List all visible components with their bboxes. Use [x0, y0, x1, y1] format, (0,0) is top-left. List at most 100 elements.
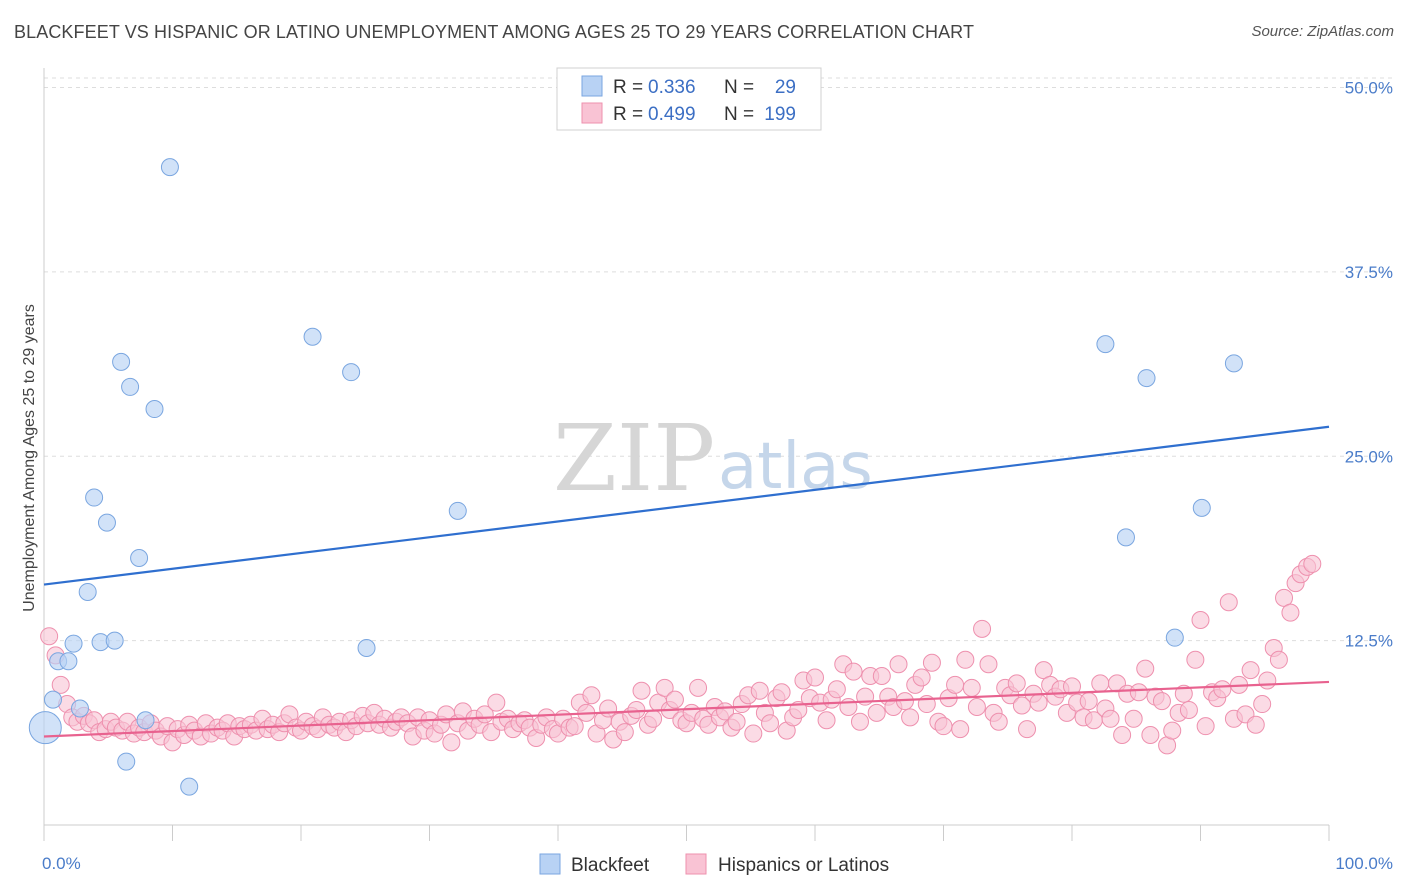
legend-r-label-1: R =: [613, 77, 643, 98]
blackfeet-point: [28, 711, 62, 745]
hispanic-point: [1191, 610, 1210, 629]
series-legend-label-blackfeet: Blackfeet: [571, 855, 650, 876]
blackfeet-points: [28, 158, 1243, 796]
hispanic-point: [912, 668, 931, 687]
blackfeet-point: [59, 652, 78, 671]
hispanic-point: [1163, 721, 1182, 740]
hispanic-point: [1018, 720, 1037, 739]
trend-lines: [43, 425, 1330, 738]
source-label: Source: ZipAtlas.com: [1251, 23, 1394, 40]
hispanic-point: [817, 711, 836, 730]
hispanic-point: [1136, 659, 1155, 678]
hispanic-point: [750, 681, 769, 700]
hispanic-point: [844, 662, 863, 681]
hispanic-point: [1101, 709, 1120, 728]
hispanic-point: [615, 723, 634, 742]
legend-r-label-2: R =: [613, 104, 643, 125]
blackfeet-point: [1224, 354, 1243, 373]
hispanic-point: [922, 653, 941, 672]
hispanic-point: [644, 709, 663, 728]
legend-swatch-blackfeet: [581, 75, 603, 97]
series-legend-label-hispanic: Hispanics or Latinos: [718, 855, 889, 876]
hispanic-point: [1186, 650, 1205, 669]
hispanic-point: [934, 717, 953, 736]
hispanic-point: [442, 733, 461, 752]
blackfeet-point: [130, 549, 149, 568]
hispanic-point: [1241, 661, 1260, 680]
legend-n-label-2: N =: [724, 104, 754, 125]
blackfeet-point: [121, 377, 140, 396]
hispanic-point: [487, 693, 506, 712]
hispanic-point: [51, 675, 70, 694]
blackfeet-point: [357, 639, 376, 657]
hispanic-point: [1213, 680, 1232, 699]
blackfeet-trend-line: [43, 425, 1330, 586]
hispanic-point: [1129, 683, 1148, 702]
hispanic-point: [1007, 674, 1026, 693]
blackfeet-point: [1192, 498, 1211, 517]
legend-n-value-2: 199: [764, 104, 796, 125]
blackfeet-point: [160, 158, 179, 177]
blackfeet-point: [1165, 628, 1184, 647]
blackfeet-point: [97, 513, 116, 532]
blackfeet-point: [1137, 369, 1156, 388]
hispanic-point: [40, 627, 59, 646]
legend-r-value-1: 0.336: [648, 77, 696, 98]
hispanic-point: [1091, 674, 1110, 693]
blackfeet-point: [303, 327, 322, 346]
blackfeet-point: [342, 363, 361, 382]
blackfeet-point: [70, 699, 89, 718]
legend-n-label-1: N =: [724, 77, 754, 98]
hispanic-point: [962, 678, 981, 697]
hispanic-point: [1258, 671, 1277, 690]
hispanic-point: [582, 686, 601, 705]
blackfeet-point: [105, 631, 124, 650]
y-axis-label: Unemployment Among Ages 25 to 29 years: [21, 304, 38, 612]
stats-legend: R = 0.336 N = 29 R = 0.499 N = 199: [556, 67, 822, 131]
hispanic-point: [1174, 684, 1193, 703]
chart-title: BLACKFEET VS HISPANIC OR LATINO UNEMPLOY…: [14, 22, 975, 42]
hispanic-point: [665, 690, 684, 709]
grid-lines: [44, 77, 1394, 642]
blackfeet-point: [112, 352, 131, 371]
y-tick-label-1: 25.0%: [1345, 447, 1393, 466]
hispanic-point: [956, 650, 975, 669]
series-legend-swatch-hispanic: [685, 853, 707, 875]
hispanic-point: [1141, 726, 1160, 745]
blackfeet-point: [1096, 335, 1115, 354]
axes: [43, 68, 1330, 841]
legend-r-value-2: 0.499: [648, 104, 696, 125]
hispanic-point: [727, 712, 746, 731]
hispanic-point: [806, 668, 824, 687]
x-tick-label-1: 100.0%: [1335, 854, 1393, 873]
blackfeet-point: [448, 501, 467, 520]
hispanic-point: [1113, 726, 1132, 745]
y-tick-label-0: 12.5%: [1345, 632, 1393, 651]
hispanic-point: [889, 655, 908, 674]
hispanic-point: [901, 708, 920, 727]
hispanic-point: [744, 724, 763, 743]
hispanic-point: [1063, 677, 1081, 696]
hispanic-point: [565, 717, 584, 736]
hispanic-point: [599, 699, 618, 718]
hispanic-point: [1179, 700, 1198, 719]
hispanic-point: [827, 680, 846, 699]
blackfeet-point: [64, 634, 83, 653]
blackfeet-point: [180, 777, 199, 796]
hispanic-point: [1152, 692, 1171, 711]
hispanic-point: [867, 703, 886, 722]
blackfeet-point: [43, 690, 62, 709]
hispanic-point: [1253, 695, 1272, 714]
hispanic-point: [946, 675, 965, 694]
blackfeet-point: [117, 752, 136, 771]
hispanic-point: [1303, 554, 1322, 573]
watermark-zip: ZIP: [553, 405, 715, 512]
hispanic-point: [1269, 650, 1288, 669]
hispanic-point: [967, 698, 986, 716]
hispanic-point: [973, 619, 992, 638]
hispanic-trend-line: [43, 680, 1330, 738]
x-tick-label-0: 0.0%: [42, 854, 81, 873]
hispanic-point: [1124, 709, 1143, 728]
blackfeet-point: [136, 711, 155, 730]
